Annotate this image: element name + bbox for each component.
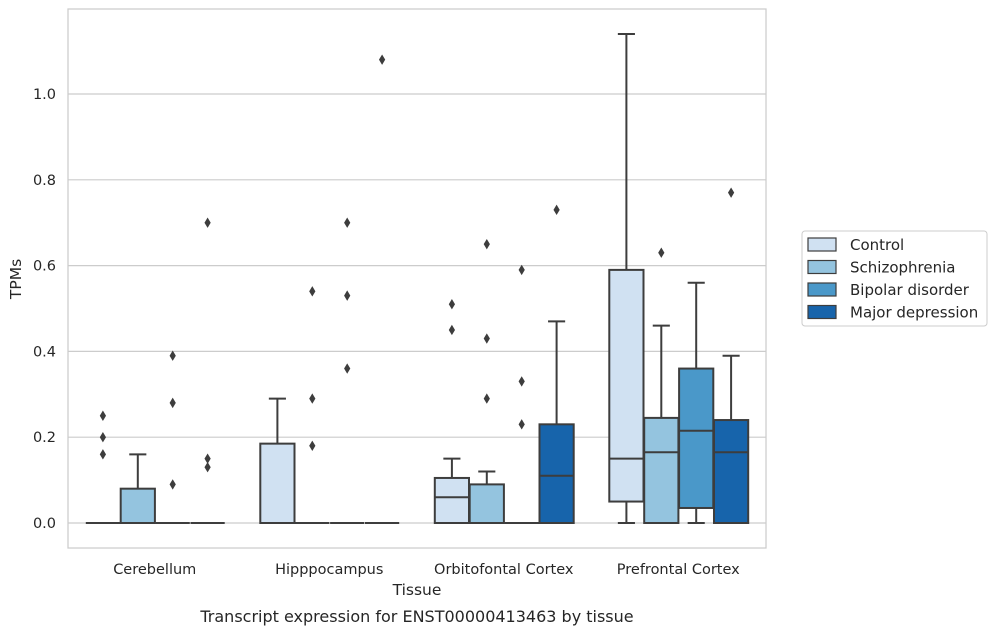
box-body bbox=[433, 476, 471, 524]
box-2-0 bbox=[433, 299, 471, 524]
box-2-2 bbox=[504, 264, 539, 524]
y-tick-label: 0.8 bbox=[33, 173, 56, 189]
outlier-point bbox=[448, 324, 456, 336]
box-body bbox=[468, 483, 505, 525]
outlier-point bbox=[448, 299, 456, 310]
box-1-2 bbox=[330, 217, 365, 524]
legend-swatch bbox=[807, 304, 837, 320]
legend-label: Bipolar disorder bbox=[850, 281, 970, 299]
outlier-point bbox=[169, 350, 176, 361]
box-0-1 bbox=[119, 453, 156, 524]
box-1-1 bbox=[295, 286, 330, 524]
outlier-point bbox=[553, 204, 560, 216]
outlier-point bbox=[204, 217, 211, 228]
outlier-point bbox=[204, 462, 211, 473]
outlier-point bbox=[483, 393, 490, 404]
outlier-point bbox=[99, 449, 107, 460]
outlier-point bbox=[344, 363, 351, 374]
legend-label: Major depression bbox=[850, 304, 978, 322]
box-2-1 bbox=[468, 238, 505, 525]
box-body bbox=[643, 416, 680, 524]
outlier-point bbox=[378, 54, 386, 65]
legend-swatch bbox=[807, 237, 837, 252]
box-3-3 bbox=[712, 187, 750, 525]
x-tick-label: Prefrontal Cortex bbox=[617, 562, 740, 578]
x-tick-label: Orbitofontal Cortex bbox=[434, 562, 574, 578]
box-3-0 bbox=[608, 32, 645, 524]
legend-label: Control bbox=[850, 236, 904, 254]
box-0-3 bbox=[190, 217, 225, 524]
outlier-point bbox=[518, 264, 525, 276]
outlier-point bbox=[309, 286, 316, 297]
outlier-point bbox=[658, 247, 665, 258]
outlier-point bbox=[727, 187, 735, 198]
outlier-point bbox=[483, 333, 490, 344]
outlier-point bbox=[99, 410, 107, 421]
box-body bbox=[608, 268, 645, 503]
x-axis-label: Tissue bbox=[392, 581, 442, 599]
legend-label: Schizophrenia bbox=[850, 259, 955, 277]
legend: Control Schizophrenia Bipolar disorder Majo… bbox=[801, 230, 988, 327]
outlier-point bbox=[204, 453, 211, 464]
outlier-point bbox=[99, 432, 107, 443]
y-axis-label: TPMs bbox=[7, 259, 25, 300]
box-body bbox=[712, 419, 750, 525]
y-tick-label: 0.6 bbox=[33, 259, 56, 275]
box-0-2 bbox=[155, 350, 190, 524]
box-1-3 bbox=[364, 54, 400, 524]
outlier-point bbox=[169, 479, 176, 490]
outlier-point bbox=[309, 440, 316, 451]
y-tick-label: 0.0 bbox=[33, 516, 56, 532]
legend-swatch bbox=[807, 259, 837, 275]
boxes bbox=[85, 32, 750, 525]
legend-swatch bbox=[807, 282, 837, 297]
box-body bbox=[538, 423, 575, 524]
box-2-3 bbox=[538, 204, 575, 524]
chart-caption: Transcript expression for ENST0000041346… bbox=[199, 607, 633, 626]
x-tick-label: Hipppocampus bbox=[275, 562, 383, 578]
outlier-point bbox=[518, 419, 525, 430]
box-3-1 bbox=[643, 247, 680, 524]
outlier-point bbox=[344, 217, 351, 228]
outlier-point bbox=[309, 393, 316, 404]
box-body bbox=[259, 442, 296, 525]
plot-frame bbox=[67, 8, 767, 549]
box-1-0 bbox=[259, 397, 296, 525]
outlier-point bbox=[344, 290, 351, 301]
legend-frame bbox=[801, 230, 988, 327]
outlier-point bbox=[169, 397, 176, 409]
x-tick-labels: Cerebellum Hipppocampus Orbitofontal Corte… bbox=[113, 562, 740, 578]
box-body bbox=[678, 367, 715, 509]
outlier-point bbox=[518, 376, 525, 387]
y-tick-label: 0.2 bbox=[33, 430, 56, 446]
box-body bbox=[119, 487, 156, 524]
y-tick-label: 1.0 bbox=[33, 87, 56, 103]
box-0-0 bbox=[85, 410, 121, 524]
outlier-point bbox=[483, 238, 490, 250]
x-tick-label: Cerebellum bbox=[113, 562, 196, 578]
y-tick-label: 0.4 bbox=[33, 344, 56, 360]
box-3-2 bbox=[678, 281, 715, 524]
y-tick-labels: 0.0 0.2 0.4 0.6 0.8 1.0 bbox=[33, 87, 56, 532]
